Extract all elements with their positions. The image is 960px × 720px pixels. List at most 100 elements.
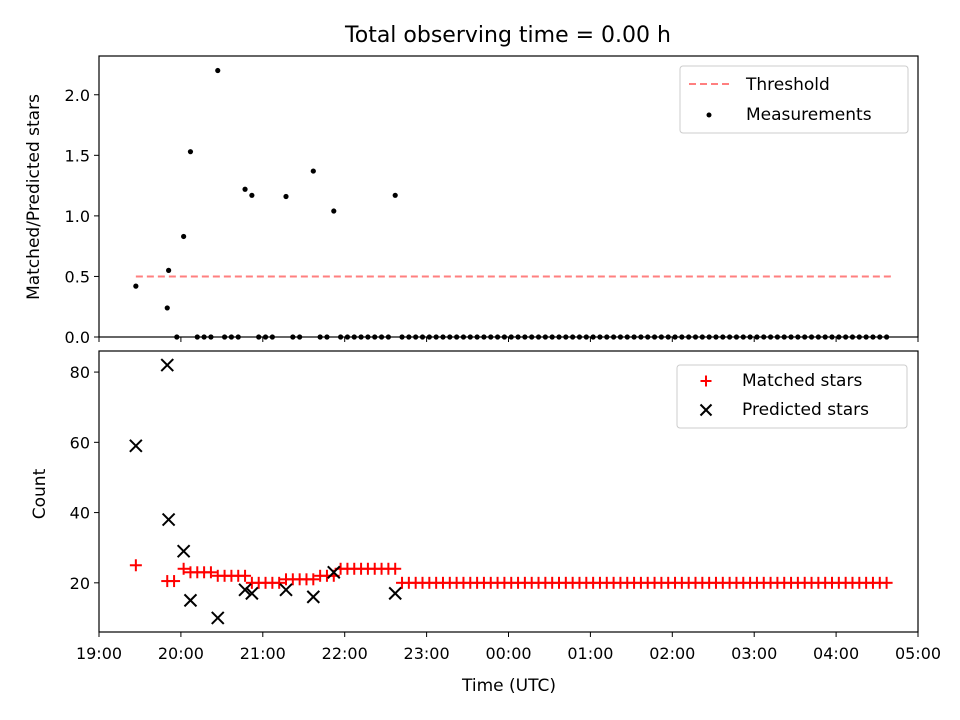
measurement-point [870,334,876,340]
chart-title: Total observing time = 0.00 h [344,23,671,48]
measurement-point [440,334,446,340]
measurement-point [269,334,275,340]
measurement-point [406,334,412,340]
measurement-point [638,334,644,340]
measurement-point [713,334,719,340]
measurement-point [256,334,262,340]
measurement-point [262,334,269,340]
predicted-marker-d2 [129,439,143,453]
measurement-point [617,334,624,340]
predicted-marker-d2 [306,590,321,604]
measurement-point [187,149,194,155]
measurement-point [249,192,255,198]
predicted-star-point [176,544,191,558]
measurement-point [535,334,542,340]
measurement-point [215,67,221,74]
measurement-point [733,334,740,340]
predicted-star-point [327,565,341,579]
measurement-point [208,334,214,340]
measurement-point [488,334,494,340]
y-tick-label: 80 [70,363,90,382]
x-tick-label: 22:00 [322,644,368,663]
bottom-legend-box [676,364,908,429]
legend-predicted-label: Predicted stars [742,400,869,420]
measurement-point [133,283,139,289]
y-tick-label: 1.0 [65,207,90,226]
measurement-point [774,334,781,340]
predicted-star-point [160,358,174,372]
legend-measurements-label: Measurements [746,105,872,125]
measurement-point [235,334,241,340]
measurement-point [658,334,664,340]
y-tick-label: 60 [70,433,90,452]
measurement-point [570,334,576,340]
measurement-point [727,334,733,340]
measurement-point [877,334,883,340]
predicted-star-point [161,512,176,527]
matched-star-point [239,569,252,582]
measurement-point [815,334,821,340]
y-tick-label: 40 [70,504,90,523]
x-tick-label: 05:00 [895,644,941,663]
measurement-point [740,334,746,340]
measurement-point [836,334,842,340]
matched-star-point [307,573,320,586]
measurement-point [556,334,562,340]
predicted-star-point [211,611,225,625]
measurement-point [611,334,617,340]
measurement-point [454,334,460,340]
measurement-point [583,334,589,340]
measurement-point [365,334,371,340]
measurement-point [645,334,651,340]
measurement-point [549,334,555,340]
predicted-marker-d2 [160,358,174,372]
x-axis-label: Time (UTC) [461,676,556,696]
measurement-point [597,334,603,340]
x-tick-label: 23:00 [404,644,450,663]
measurement-point [290,334,296,340]
matched-star-point [177,562,190,575]
predicted-marker-d2 [183,593,198,608]
measurement-point [747,334,753,340]
measurement-point [242,186,248,192]
legend-predicted-marker [699,403,713,417]
measurement-point [283,193,289,200]
predicted-star-point [279,583,293,597]
x-tick-label: 02:00 [649,644,695,663]
bottom-y-axis-label: Count [30,468,50,519]
measurement-point [433,334,439,340]
measurement-point [358,334,364,340]
y-tick-label: 0.5 [65,267,90,286]
measurement-point [392,192,398,198]
measurement-point [802,334,808,340]
measurement-point [761,334,767,340]
measurement-point [665,334,671,340]
measurement-point [651,334,658,340]
measurement-point [679,334,685,340]
predicted-marker-d2 [388,586,402,601]
matched-star-point [204,566,217,579]
measurement-point [563,334,569,340]
measurement-point [194,334,200,340]
predicted-marker-d2 [279,583,293,597]
measurement-point [324,334,330,340]
measurement-point [297,334,303,340]
legend-predicted-x [699,403,713,417]
measurement-point [413,334,419,340]
x-tick-label: 19:00 [76,644,122,663]
measurement-point [754,334,760,340]
measurement-point [310,168,316,174]
measurement-point [795,334,801,340]
predicted-marker-d2 [176,544,191,558]
measurement-point [788,334,794,340]
measurement-point [706,334,712,340]
measurement-point [338,334,344,340]
measurement-point [447,334,453,340]
measurement-point [767,334,774,340]
measurement-point [604,334,610,340]
predicted-star-point [129,439,143,453]
measurement-point [399,334,405,340]
legend-matched-plus [700,375,712,387]
measurement-point [631,334,637,340]
